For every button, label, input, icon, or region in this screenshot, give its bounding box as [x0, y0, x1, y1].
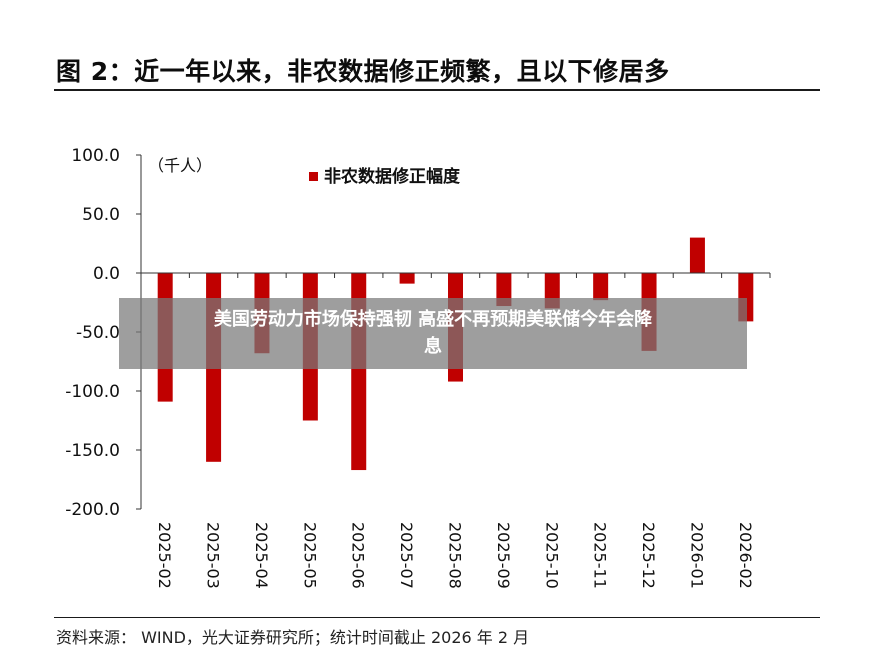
y-tick-label: 100.0 — [71, 146, 120, 166]
y-tick-label: -200.0 — [65, 500, 120, 520]
x-tick-label: 2025-05 — [300, 522, 319, 589]
source-rule — [54, 617, 820, 618]
x-tick-label: 2025-02 — [155, 522, 174, 589]
overlay-headline-line2: 息 — [424, 336, 442, 357]
y-tick-label: -100.0 — [65, 382, 120, 402]
legend: 非农数据修正幅度 — [309, 166, 461, 187]
x-tick-label: 2025-08 — [446, 522, 465, 589]
x-tick-label: 2026-01 — [687, 522, 706, 589]
x-tick-label: 2025-07 — [397, 522, 416, 589]
x-tick-label: 2025-03 — [204, 522, 223, 589]
bar-2025-11 — [593, 273, 609, 301]
figure-title: 图 2：近一年以来，非农数据修正频繁，且以下修居多 — [56, 57, 670, 86]
title-underline — [54, 89, 820, 91]
y-tick-label: -50.0 — [76, 323, 120, 343]
y-tick-label: 50.0 — [82, 205, 120, 225]
legend-label: 非农数据修正幅度 — [324, 166, 461, 187]
bar-2025-09 — [496, 273, 512, 307]
source-note: 资料来源： WIND，光大证券研究所；统计时间截止 2026 年 2 月 — [56, 628, 530, 647]
news-headline-overlay: 美国劳动力市场保持强韧 高盛不再预期美联储今年会降 息 — [119, 298, 747, 369]
legend-swatch — [309, 172, 318, 181]
x-tick-label: 2025-09 — [494, 522, 513, 589]
y-axis: 100.0 50.0 0.0 -50.0 -100.0 -150.0 -200.0 — [65, 146, 142, 520]
y-tick-label: -150.0 — [65, 441, 120, 461]
overlay-headline-line1: 美国劳动力市场保持强韧 高盛不再预期美联储今年会降 — [213, 309, 653, 330]
bar-2026-01 — [689, 237, 705, 273]
x-tick-label: 2026-02 — [736, 522, 755, 589]
y-tick-label: 0.0 — [93, 264, 120, 284]
x-tick-label: 2025-11 — [591, 522, 610, 589]
x-tick-label: 2025-12 — [639, 522, 658, 589]
bar-2025-07 — [399, 273, 415, 284]
x-tick-label: 2025-10 — [542, 522, 561, 589]
x-tick-label: 2025-04 — [252, 522, 271, 589]
x-axis: 2025-02 2025-03 2025-04 2025-05 2025-06 2025-… — [140, 272, 771, 589]
x-tick-label: 2025-06 — [349, 522, 368, 589]
y-unit-label: （千人） — [148, 156, 212, 175]
